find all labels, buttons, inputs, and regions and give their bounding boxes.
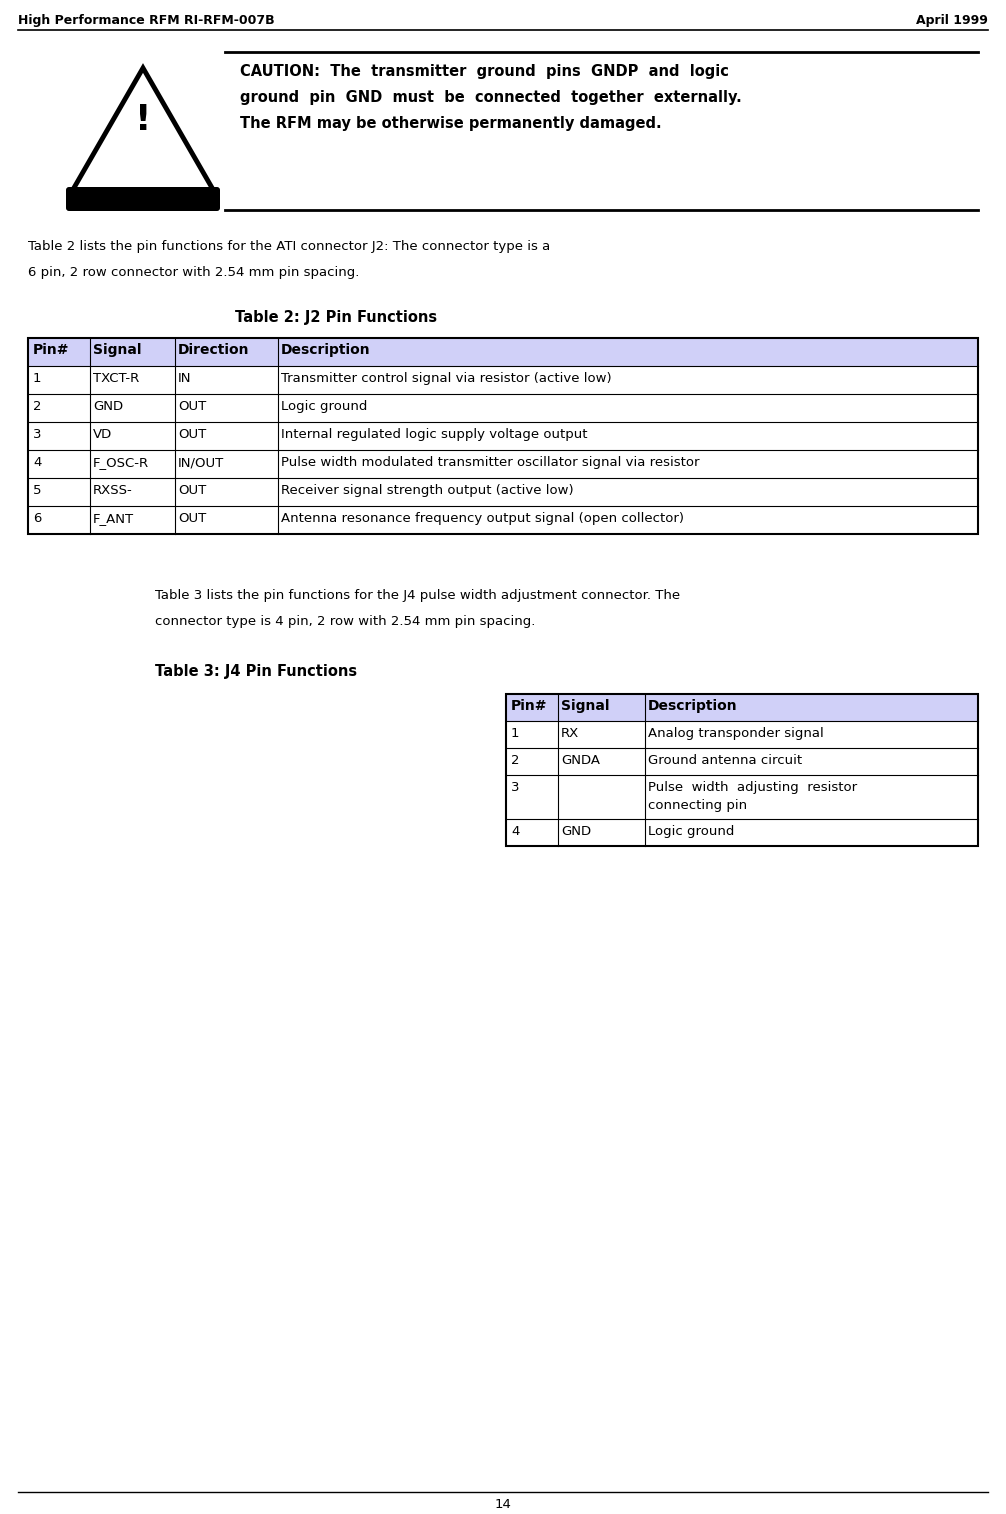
Text: F_ANT: F_ANT	[93, 512, 134, 525]
Text: 6: 6	[33, 512, 41, 525]
Text: 14: 14	[495, 1497, 511, 1511]
Text: High Performance RFM RI-RFM-007B: High Performance RFM RI-RFM-007B	[18, 14, 275, 27]
Text: Logic ground: Logic ground	[281, 400, 367, 413]
Text: IN: IN	[178, 372, 191, 385]
Text: 4: 4	[33, 456, 41, 469]
Text: OUT: OUT	[178, 512, 206, 525]
Text: GND: GND	[561, 825, 592, 839]
Bar	[506, 693, 978, 721]
Text: OUT: OUT	[178, 484, 206, 497]
Text: 2: 2	[511, 754, 519, 768]
Text: Direction: Direction	[178, 344, 249, 357]
Text: ground  pin  GND  must  be  connected  together  externally.: ground pin GND must be connected togethe…	[240, 89, 741, 104]
Text: VD: VD	[93, 428, 113, 441]
Text: GND: GND	[93, 400, 123, 413]
Text: connector type is 4 pin, 2 row with 2.54 mm pin spacing.: connector type is 4 pin, 2 row with 2.54…	[155, 615, 535, 628]
Text: April 1999: April 1999	[916, 14, 988, 27]
Text: 3: 3	[33, 428, 41, 441]
Text: Analog transponder signal: Analog transponder signal	[648, 727, 824, 740]
Text: Receiver signal strength output (active low): Receiver signal strength output (active …	[281, 484, 573, 497]
Text: Pulse  width  adjusting  resistor: Pulse width adjusting resistor	[648, 781, 857, 793]
Text: Pin#: Pin#	[33, 344, 69, 357]
Text: F_OSC-R: F_OSC-R	[93, 456, 149, 469]
Text: IN/OUT: IN/OUT	[178, 456, 224, 469]
Text: Signal: Signal	[561, 699, 610, 713]
Text: TXCT-R: TXCT-R	[93, 372, 139, 385]
Text: !: !	[135, 103, 151, 136]
Text: RXSS-: RXSS-	[93, 484, 133, 497]
Text: connecting pin: connecting pin	[648, 799, 747, 812]
Text: Pulse width modulated transmitter oscillator signal via resistor: Pulse width modulated transmitter oscill…	[281, 456, 699, 469]
FancyBboxPatch shape	[66, 188, 220, 210]
Text: Transmitter control signal via resistor (active low): Transmitter control signal via resistor …	[281, 372, 612, 385]
Text: RX: RX	[561, 727, 579, 740]
Text: Signal: Signal	[93, 344, 142, 357]
Text: 6 pin, 2 row connector with 2.54 mm pin spacing.: 6 pin, 2 row connector with 2.54 mm pin …	[28, 266, 359, 279]
Text: Internal regulated logic supply voltage output: Internal regulated logic supply voltage …	[281, 428, 588, 441]
Text: OUT: OUT	[178, 428, 206, 441]
Text: Logic ground: Logic ground	[648, 825, 734, 839]
Text: Table 3: J4 Pin Functions: Table 3: J4 Pin Functions	[155, 665, 357, 678]
Text: 1: 1	[33, 372, 41, 385]
Text: Pin#: Pin#	[511, 699, 547, 713]
Text: Table 2: J2 Pin Functions: Table 2: J2 Pin Functions	[235, 310, 438, 326]
Text: 4: 4	[511, 825, 519, 839]
Bar	[28, 338, 978, 366]
Text: The RFM may be otherwise permanently damaged.: The RFM may be otherwise permanently dam…	[240, 117, 662, 132]
Text: Table 3 lists the pin functions for the J4 pulse width adjustment connector. The: Table 3 lists the pin functions for the …	[155, 589, 680, 603]
Text: Antenna resonance frequency output signal (open collector): Antenna resonance frequency output signa…	[281, 512, 684, 525]
Text: Description: Description	[648, 699, 737, 713]
Bar	[506, 693, 978, 846]
Text: Table 2 lists the pin functions for the ATI connector J2: The connector type is : Table 2 lists the pin functions for the …	[28, 241, 550, 253]
Text: 2: 2	[33, 400, 41, 413]
Text: OUT: OUT	[178, 400, 206, 413]
Text: 5: 5	[33, 484, 41, 497]
Text: Ground antenna circuit: Ground antenna circuit	[648, 754, 802, 768]
Text: Description: Description	[281, 344, 370, 357]
Text: GNDA: GNDA	[561, 754, 600, 768]
Bar	[28, 338, 978, 534]
Text: 1: 1	[511, 727, 519, 740]
Text: 3: 3	[511, 781, 519, 793]
Text: CAUTION:  The  transmitter  ground  pins  GNDP  and  logic: CAUTION: The transmitter ground pins GND…	[240, 64, 729, 79]
